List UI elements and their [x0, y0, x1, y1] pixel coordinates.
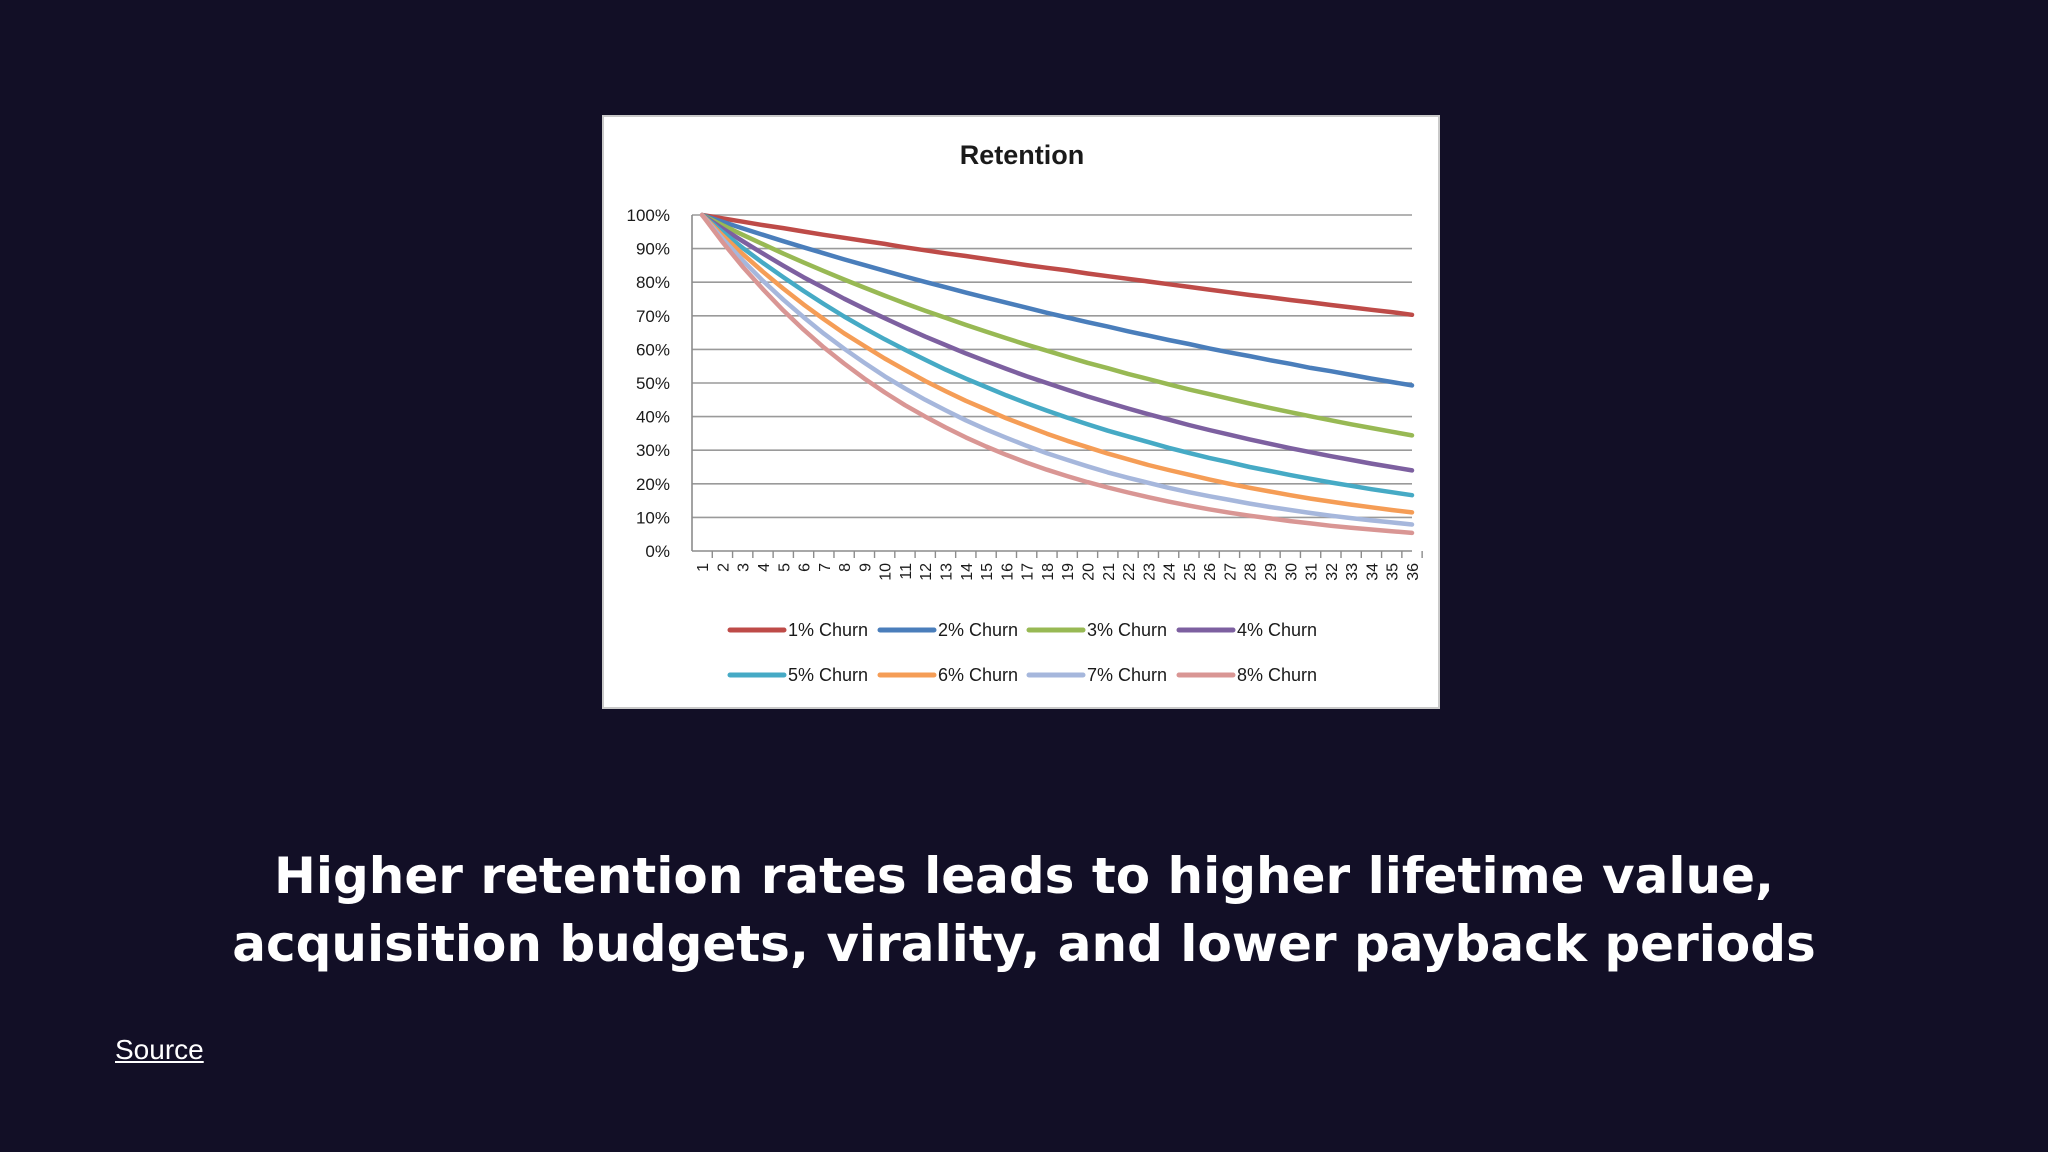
- x-tick-label: 22: [1121, 563, 1138, 581]
- legend-label: 5% Churn: [788, 665, 868, 685]
- y-tick-label: 0%: [645, 542, 670, 561]
- x-tick-label: 18: [1040, 563, 1057, 581]
- chart-axes: 0%10%20%30%40%50%60%70%80%90%100%1 2 3 4 5 6 7…: [627, 206, 1423, 581]
- x-tick-label: 9: [857, 563, 874, 572]
- x-tick-label: 21: [1101, 563, 1118, 581]
- x-tick-label: 24: [1162, 563, 1179, 581]
- y-tick-label: 20%: [636, 475, 670, 494]
- series-line-7pct-churn: [699, 212, 1415, 527]
- retention-chart-svg: Retention 0% 10% 20% 30% 40% 50% 60% 70% 80% 90% 1…: [627, 140, 1423, 685]
- series-line-6pct-churn: [699, 212, 1415, 515]
- y-tick-label: 80%: [636, 273, 670, 292]
- x-tick-label: 4: [756, 563, 773, 572]
- x-tick-label: 7: [817, 563, 834, 572]
- x-tick-label: 35: [1385, 563, 1402, 581]
- y-tick-label: 60%: [636, 340, 670, 359]
- x-tick-label: 29: [1263, 563, 1280, 581]
- x-tick-label: 17: [1020, 563, 1037, 581]
- x-tick-label: 36: [1405, 563, 1422, 581]
- y-tick-label: 30%: [636, 441, 670, 460]
- x-tick-label: 27: [1222, 563, 1239, 581]
- x-tick-label: 2: [715, 563, 732, 572]
- source-link[interactable]: Source: [115, 1034, 204, 1065]
- x-tick-label: 16: [999, 563, 1016, 581]
- series-line-3pct-churn: [699, 212, 1415, 438]
- x-tick-label: 23: [1141, 563, 1158, 581]
- x-tick-label: 8: [837, 563, 854, 572]
- x-tick-label: 12: [918, 563, 935, 581]
- x-tick-label: 26: [1202, 563, 1219, 581]
- chart-series: [699, 212, 1415, 536]
- legend-label: 4% Churn: [1237, 620, 1317, 640]
- x-tick-label: 14: [959, 563, 976, 581]
- retention-chart: Retention 0% 10% 20% 30% 40% 50% 60% 70% 80% 90% 1…: [602, 115, 1440, 709]
- x-tick-label: 19: [1060, 563, 1077, 581]
- slide-headline: Higher retention rates leads to higher l…: [232, 847, 1816, 973]
- x-tick-label: 34: [1364, 563, 1381, 581]
- y-tick-label: 50%: [636, 374, 670, 393]
- x-tick-label: 30: [1283, 563, 1300, 581]
- x-tick-label: 28: [1243, 563, 1260, 581]
- x-tick-label: 11: [898, 563, 915, 580]
- x-tick-label: 32: [1324, 563, 1341, 581]
- series-line-2pct-churn: [699, 212, 1415, 388]
- x-tick-label: 13: [939, 563, 956, 581]
- x-tick-label: 10: [878, 563, 895, 581]
- x-tick-label: 33: [1344, 563, 1361, 581]
- x-tick-label: 5: [776, 563, 793, 572]
- x-tick-label: 1: [695, 563, 712, 572]
- x-tick-label: 6: [797, 563, 814, 572]
- series-line-1pct-churn: [699, 212, 1415, 318]
- legend-label: 6% Churn: [938, 665, 1018, 685]
- y-tick-label: 100%: [627, 206, 670, 225]
- chart-title: Retention: [960, 140, 1085, 170]
- legend-label: 3% Churn: [1087, 620, 1167, 640]
- legend-label: 7% Churn: [1087, 665, 1167, 685]
- series-line-4pct-churn: [699, 212, 1415, 473]
- x-tick-label: 31: [1304, 563, 1321, 581]
- legend-label: 8% Churn: [1237, 665, 1317, 685]
- y-tick-label: 70%: [636, 307, 670, 326]
- series-line-5pct-churn: [699, 212, 1415, 498]
- series-line-8pct-churn: [699, 212, 1415, 536]
- x-tick-label: 15: [979, 563, 996, 581]
- y-tick-label: 40%: [636, 408, 670, 427]
- x-tick-label: 3: [736, 563, 753, 572]
- legend-label: 2% Churn: [938, 620, 1018, 640]
- legend-label: 1% Churn: [788, 620, 868, 640]
- chart-legend: 1% Churn 2% Churn 3% Churn 4% Churn 5% Churn…: [727, 620, 1317, 685]
- x-tick-label: 20: [1080, 563, 1097, 581]
- y-tick-label: 10%: [636, 508, 670, 527]
- x-tick-label: 25: [1182, 563, 1199, 581]
- y-tick-label: 90%: [636, 240, 670, 259]
